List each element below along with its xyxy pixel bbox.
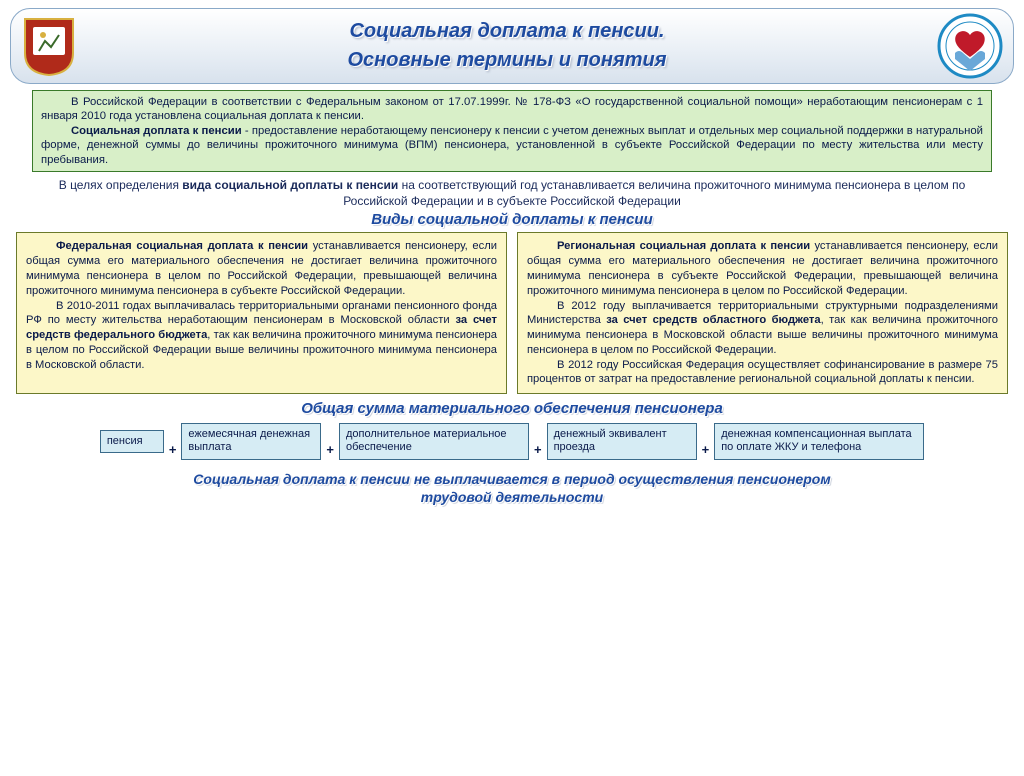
- formula-box-additional: дополнительное материальное обеспечение: [339, 423, 529, 459]
- plus-icon: +: [325, 442, 335, 457]
- two-column-region: Федеральная социальная доплата к пенсии …: [16, 232, 1008, 394]
- left-p2-pre: В 2010-2011 годах выплачивалась территор…: [26, 300, 497, 327]
- intro-green-box: В Российской Федерации в соответствии с …: [32, 90, 992, 172]
- left-p1-lead: Федеральная социальная доплата к пенсии: [56, 240, 308, 252]
- right-p3: В 2012 году Российская Федерация осущест…: [527, 359, 998, 386]
- title-line-2: Основные термины и понятия: [77, 49, 937, 72]
- right-p2-bold: за счет средств областного бюджета: [606, 314, 820, 326]
- plus-icon: +: [701, 442, 711, 457]
- header-titles: Социальная доплата к пенсии. Основные те…: [77, 20, 937, 72]
- plus-icon: +: [168, 442, 178, 457]
- mid-pre: В целях определения: [59, 178, 183, 192]
- title-line-1: Социальная доплата к пенсии.: [77, 20, 937, 43]
- coat-of-arms-emblem: [21, 15, 77, 77]
- right-p1-lead: Региональная социальная доплата к пенсии: [557, 240, 810, 252]
- formula-box-utilities: денежная компенсационная выплата по опла…: [714, 423, 924, 459]
- formula-box-transport: денежный эквивалент проезда: [547, 423, 697, 459]
- intro-p1: В Российской Федерации в соответствии с …: [41, 96, 983, 122]
- mid-post: на соответствующий год устанавливается в…: [343, 178, 965, 208]
- header-bar: Социальная доплата к пенсии. Основные те…: [10, 8, 1014, 84]
- formula-row: пенсия + ежемесячная денежная выплата + …: [14, 423, 1010, 459]
- sum-section-title: Общая сумма материального обеспечения пе…: [0, 400, 1024, 417]
- intro-p2-lead: Социальная доплата к пенсии: [71, 125, 242, 137]
- regional-supplement-box: Региональная социальная доплата к пенсии…: [517, 232, 1008, 394]
- mid-bold: вида социальной доплаты к пенсии: [182, 178, 398, 192]
- footer-line-1: Социальная доплата к пенсии не выплачива…: [193, 471, 830, 487]
- types-section-title: Виды социальной доплаты к пенсии: [0, 211, 1024, 228]
- social-protection-badge-icon: [937, 13, 1003, 79]
- formula-box-pension: пенсия: [100, 430, 164, 453]
- mid-explanation: В целях определения вида социальной допл…: [32, 178, 992, 209]
- footer-note: Социальная доплата к пенсии не выплачива…: [32, 470, 992, 506]
- plus-icon: +: [533, 442, 543, 457]
- formula-box-monthly: ежемесячная денежная выплата: [181, 423, 321, 459]
- footer-line-2: трудовой деятельности: [421, 489, 603, 505]
- federal-supplement-box: Федеральная социальная доплата к пенсии …: [16, 232, 507, 394]
